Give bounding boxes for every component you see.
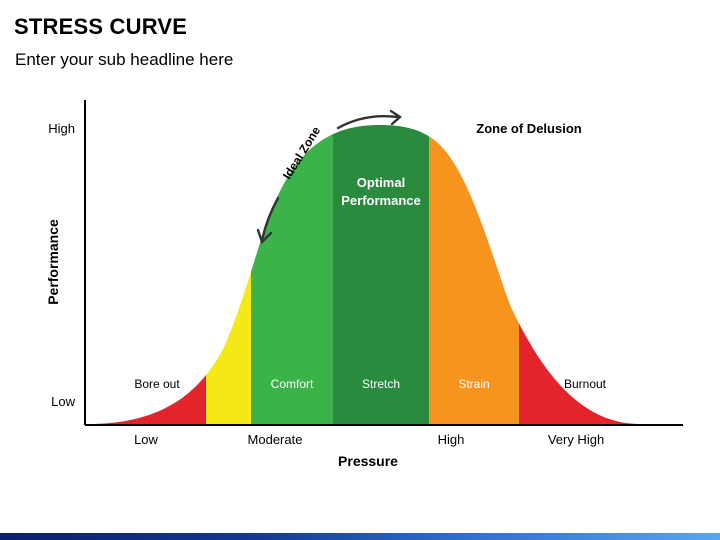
- left-arrowhead-icon: [256, 228, 273, 245]
- zone-yellow: [206, 125, 251, 424]
- zone-label-comfort: Comfort: [271, 377, 314, 391]
- x-tick-high: High: [438, 432, 465, 447]
- top-curved-arrow: [336, 114, 400, 130]
- left-curved-arrow: [260, 196, 280, 242]
- zone-label-stretch: Stretch: [362, 377, 400, 391]
- zone-label-burnout: Burnout: [564, 377, 607, 391]
- zone-label-boreout: Bore out: [134, 377, 180, 391]
- optimal-label-line2: Performance: [341, 193, 420, 208]
- x-tick-moderate: Moderate: [248, 432, 303, 447]
- x-axis-title: Pressure: [338, 453, 398, 469]
- zone-label-strain: Strain: [458, 377, 489, 391]
- page-subtitle: Enter your sub headline here: [15, 50, 234, 69]
- zone-stretch: [333, 125, 429, 424]
- ideal-zone-arrows: [256, 109, 402, 245]
- bottom-accent-bar: [0, 533, 720, 540]
- x-tick-very-high: Very High: [548, 432, 604, 447]
- optimal-label-line1: Optimal: [357, 175, 405, 190]
- y-low-label: Low: [51, 394, 75, 409]
- y-high-label: High: [48, 121, 75, 136]
- page-title: STRESS CURVE: [14, 14, 188, 39]
- x-tick-low: Low: [134, 432, 158, 447]
- y-axis-title: Performance: [45, 219, 61, 305]
- top-arrowhead-icon: [389, 109, 402, 126]
- delusion-label: Zone of Delusion: [476, 121, 582, 136]
